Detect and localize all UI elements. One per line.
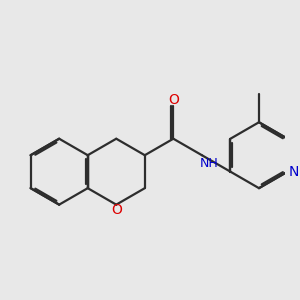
Text: N: N <box>288 165 299 179</box>
Text: O: O <box>111 203 122 217</box>
Text: O: O <box>168 93 179 107</box>
Text: NH: NH <box>200 158 218 170</box>
